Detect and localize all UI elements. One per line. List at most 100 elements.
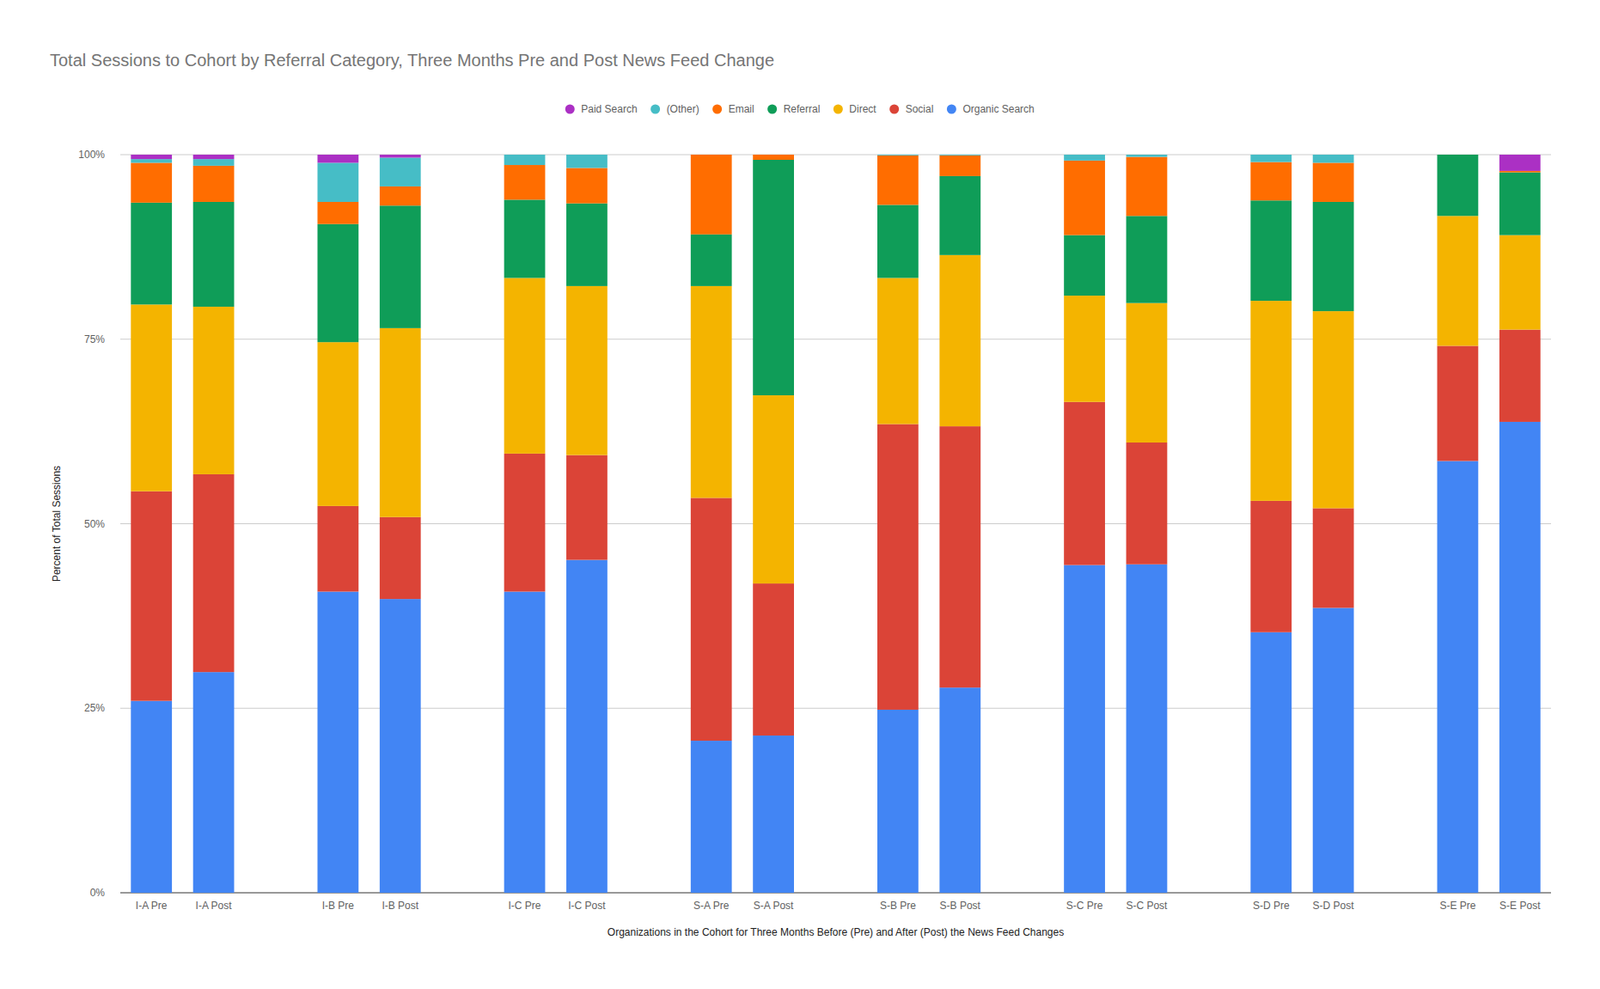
bar-segment — [566, 203, 608, 287]
bar-segment — [379, 186, 422, 206]
bars — [130, 154, 1540, 893]
y-axis-title: Percent of Total Sessions — [50, 465, 63, 582]
bar-segment — [1063, 565, 1106, 893]
bar-segment — [317, 162, 359, 202]
legend-swatch — [889, 104, 899, 115]
bar-segment — [1312, 154, 1355, 156]
bar-segment — [690, 234, 733, 287]
bar-segment — [1126, 442, 1168, 565]
bar-segment — [1250, 200, 1292, 301]
bar-segment — [1312, 201, 1355, 312]
bar-segment — [1063, 295, 1106, 403]
bar-segment — [504, 592, 546, 893]
legend-swatch — [650, 104, 660, 115]
legend-item: Organic Search — [946, 103, 1035, 116]
bar-segment — [939, 155, 981, 177]
bar-segment — [1437, 154, 1479, 156]
x-tick-label: I-A Post — [195, 899, 233, 912]
legend-item: Email — [712, 103, 755, 116]
bar-segment — [1063, 154, 1106, 161]
bar-segment — [1499, 172, 1541, 236]
legend-label: Organic Search — [962, 103, 1034, 116]
x-tick-label: S-A Post — [753, 899, 794, 912]
bar-segment — [690, 154, 733, 156]
legend-label: Referral — [783, 103, 821, 116]
bar-segment — [1126, 154, 1168, 156]
legend-label: Social — [905, 103, 935, 116]
y-tick-label: 0% — [90, 886, 106, 899]
bar-segment — [566, 167, 608, 203]
y-tick-label: 25% — [84, 702, 105, 715]
bar-segment — [193, 306, 235, 475]
bar-segment — [566, 455, 608, 561]
legend-swatch — [767, 104, 777, 115]
x-tick-label: I-A Pre — [135, 899, 168, 912]
bar-segment — [317, 341, 359, 507]
bar-segment — [193, 165, 235, 202]
bar-segment — [939, 255, 981, 427]
y-tick-label: 75% — [84, 333, 105, 346]
bar-segment — [1499, 421, 1541, 893]
bar-segment — [1250, 500, 1292, 633]
x-tick-label: S-D Post — [1312, 899, 1356, 912]
x-axis-title: Organizations in the Cohort for Three Mo… — [607, 926, 1064, 939]
legend-label: (Other) — [666, 103, 700, 116]
bar-segment — [130, 202, 172, 306]
bar-segment — [193, 474, 235, 672]
bar-segment — [1250, 632, 1292, 893]
bar-segment — [379, 154, 422, 158]
bar-segment — [1250, 300, 1292, 501]
bar-segment — [752, 395, 794, 584]
bar-segment — [1126, 303, 1168, 443]
bar-segment — [379, 517, 422, 599]
bar-segment — [1312, 162, 1355, 202]
bar-segment — [1312, 154, 1355, 163]
bar-segment — [690, 740, 733, 893]
x-tick-label: I-B Post — [381, 899, 419, 912]
bar-segment — [504, 154, 546, 165]
bar-segment — [1063, 154, 1106, 156]
bar-segment — [1499, 154, 1541, 171]
bar-segment — [504, 277, 546, 453]
bar-segment — [379, 598, 422, 893]
x-tick-label: I-B Pre — [322, 899, 355, 912]
legend-label: Direct — [848, 103, 877, 116]
bar-segment — [504, 199, 546, 278]
bar-segment — [690, 154, 733, 235]
bar-segment — [939, 176, 981, 256]
bar-segment — [1063, 235, 1106, 296]
bar-segment — [752, 154, 794, 156]
legend-swatch — [833, 104, 843, 115]
title: Total Sessions to Cohort by Referral Cat… — [49, 50, 775, 70]
bar-segment — [193, 154, 235, 159]
bar-segment — [1250, 154, 1292, 156]
bar-segment — [317, 154, 359, 163]
bar-segment — [939, 426, 981, 688]
bar-segment — [939, 154, 981, 156]
bar-segment — [752, 735, 794, 893]
bar-segment — [1437, 154, 1479, 216]
bar-segment — [130, 304, 172, 491]
bar-segment — [566, 154, 608, 156]
bar-segment — [752, 154, 794, 160]
x-tick-label: S-E Pre — [1439, 899, 1476, 912]
y-tick-label: 50% — [84, 518, 105, 531]
bar-segment — [1499, 235, 1541, 330]
bar-segment — [1499, 170, 1541, 173]
bar-segment — [130, 701, 172, 893]
x-tick-label: S-C Post — [1125, 899, 1168, 912]
x-tick-label: I-C Post — [567, 899, 606, 912]
bar-segment — [317, 201, 359, 225]
bar-segment — [504, 164, 546, 200]
bar-segment — [379, 157, 422, 187]
bar-segment — [317, 506, 359, 593]
bar-segment — [566, 560, 608, 893]
bar-segment — [877, 277, 919, 424]
legend-swatch — [712, 104, 722, 115]
bar-segment — [690, 497, 733, 741]
bar-segment — [690, 286, 733, 499]
bar-segment — [504, 453, 546, 593]
legend-label: Paid Search — [580, 103, 637, 116]
bar-segment — [1437, 154, 1479, 156]
y-tick-label: 100% — [78, 148, 105, 161]
